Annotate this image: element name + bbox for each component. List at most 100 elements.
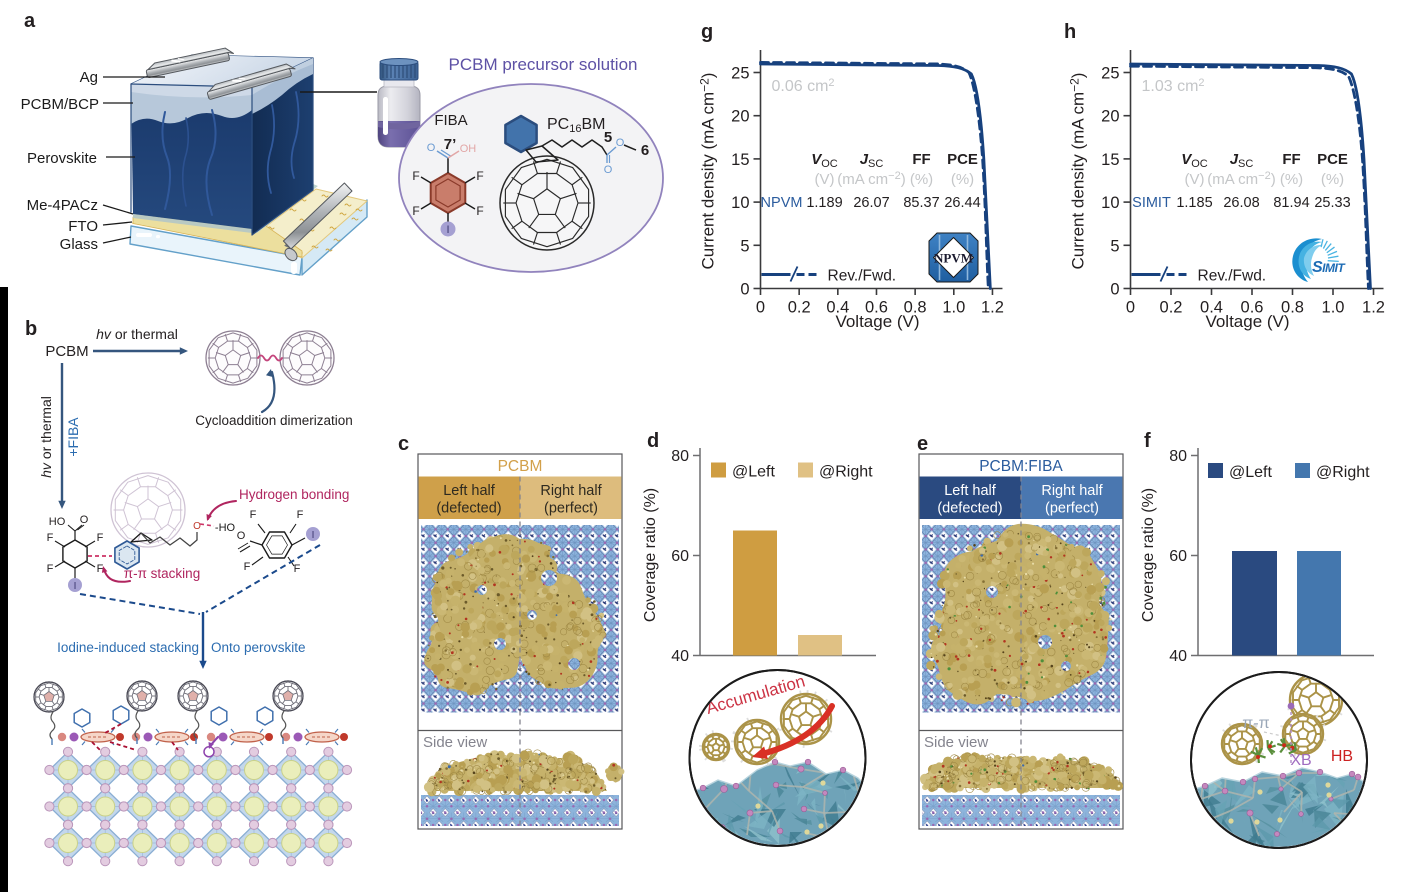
svg-text:Voltage (V): Voltage (V)	[835, 312, 919, 331]
svg-text:Rev./Fwd.: Rev./Fwd.	[828, 268, 897, 285]
svg-text:Hydrogen bonding: Hydrogen bonding	[239, 487, 349, 502]
svg-text:(perfect): (perfect)	[544, 501, 598, 517]
svg-text:0.8: 0.8	[1281, 299, 1304, 317]
svg-text:PCBM: PCBM	[45, 343, 88, 360]
svg-text:F: F	[250, 509, 257, 521]
svg-text:Perovskite: Perovskite	[27, 150, 97, 167]
svg-text:PCBM precursor solution: PCBM precursor solution	[449, 55, 638, 74]
svg-text:HO: HO	[49, 516, 66, 528]
svg-text:F: F	[476, 169, 483, 183]
svg-text:0: 0	[740, 281, 749, 299]
svg-text:25: 25	[1101, 65, 1119, 83]
svg-text:6: 6	[641, 142, 649, 159]
svg-text:60: 60	[671, 548, 689, 565]
svg-text:26.44: 26.44	[944, 195, 980, 211]
svg-text:O: O	[616, 137, 625, 149]
svg-text:JSC: JSC	[1230, 151, 1254, 170]
svg-text:e: e	[917, 433, 928, 455]
svg-text:5: 5	[604, 129, 612, 146]
svg-text:VOC: VOC	[811, 151, 838, 170]
svg-text:0.4: 0.4	[826, 299, 849, 317]
svg-text:Ag: Ag	[80, 69, 98, 86]
svg-text:Glass: Glass	[60, 236, 98, 253]
svg-text:I: I	[312, 530, 315, 541]
svg-text:h: h	[1064, 21, 1076, 43]
svg-text:0.06 cm2: 0.06 cm2	[772, 77, 835, 95]
svg-text:81.94: 81.94	[1273, 195, 1309, 211]
svg-text:Left half: Left half	[443, 483, 496, 499]
svg-text:I: I	[446, 224, 449, 236]
svg-text:O: O	[427, 142, 436, 154]
svg-text:Current density (mA cm−2): Current density (mA cm−2)	[698, 73, 718, 270]
svg-text:XB: XB	[1290, 752, 1311, 769]
svg-text:PC16BM: PC16BM	[547, 116, 605, 135]
svg-text:SIMIT: SIMIT	[1132, 195, 1171, 211]
svg-text:F: F	[412, 204, 419, 218]
svg-text:SIMIT: SIMIT	[1312, 259, 1346, 276]
svg-text:(V): (V)	[815, 171, 835, 188]
svg-text:FF: FF	[912, 151, 930, 168]
svg-text:Current density (mA cm−2): Current density (mA cm−2)	[1068, 73, 1088, 270]
svg-text:1.0: 1.0	[942, 299, 965, 317]
svg-text:hv or thermal: hv or thermal	[96, 326, 178, 342]
svg-text:F: F	[297, 509, 304, 521]
svg-text:F: F	[244, 561, 251, 573]
svg-text:(%): (%)	[910, 171, 933, 188]
svg-text:NPVM: NPVM	[761, 195, 803, 211]
svg-text:I: I	[74, 581, 77, 592]
svg-text:π-π: π-π	[1242, 715, 1269, 732]
svg-text:80: 80	[671, 448, 689, 465]
svg-text:π-π stacking: π-π stacking	[124, 566, 200, 581]
svg-text:@Left: @Left	[1229, 464, 1272, 481]
svg-text:1.2: 1.2	[981, 299, 1004, 317]
svg-text:5: 5	[740, 237, 749, 255]
svg-text:1.03 cm2: 1.03 cm2	[1142, 77, 1205, 95]
svg-text:0.2: 0.2	[788, 299, 811, 317]
svg-text:1.2: 1.2	[1362, 299, 1385, 317]
svg-text:Right half: Right half	[540, 483, 602, 499]
svg-text:PCBM: PCBM	[498, 458, 543, 475]
svg-text:(defected): (defected)	[436, 501, 501, 517]
svg-text:JSC: JSC	[860, 151, 884, 170]
svg-text:FTO: FTO	[68, 218, 98, 235]
svg-text:a: a	[24, 10, 36, 32]
svg-text:HB: HB	[1331, 748, 1353, 765]
svg-text:PCE: PCE	[1317, 151, 1348, 168]
svg-text:Cycloaddition dimerization: Cycloaddition dimerization	[195, 413, 353, 428]
svg-text:F: F	[47, 532, 54, 544]
svg-text:0.6: 0.6	[865, 299, 888, 317]
svg-text:0.4: 0.4	[1200, 299, 1223, 317]
svg-text:1.189: 1.189	[806, 195, 842, 211]
svg-text:(V): (V)	[1185, 171, 1205, 188]
svg-text:(perfect): (perfect)	[1045, 501, 1099, 517]
svg-text:Onto perovskite: Onto perovskite	[211, 640, 306, 655]
svg-text:80: 80	[1169, 448, 1187, 465]
svg-text:10: 10	[731, 194, 749, 212]
svg-text:Side view: Side view	[423, 734, 487, 751]
svg-text:F: F	[47, 563, 54, 575]
svg-text:26.08: 26.08	[1223, 195, 1259, 211]
svg-text:O: O	[604, 164, 613, 176]
svg-text:Side view: Side view	[924, 734, 988, 751]
svg-text:-HO: -HO	[215, 522, 236, 534]
svg-text:Iodine-induced stacking: Iodine-induced stacking	[57, 640, 199, 655]
svg-text:15: 15	[731, 151, 749, 169]
svg-text:VOC: VOC	[1181, 151, 1208, 170]
svg-text:d: d	[647, 430, 659, 452]
svg-text:(%): (%)	[1280, 171, 1303, 188]
svg-text:1.185: 1.185	[1176, 195, 1212, 211]
svg-text:PCE: PCE	[947, 151, 978, 168]
svg-text:hv or thermal: hv or thermal	[38, 396, 54, 478]
svg-text:F: F	[97, 563, 104, 575]
svg-text:(defected): (defected)	[937, 501, 1002, 517]
svg-text:0.8: 0.8	[904, 299, 927, 317]
svg-text:@Left: @Left	[732, 464, 775, 481]
svg-text:F: F	[476, 204, 483, 218]
svg-text:60: 60	[1169, 548, 1187, 565]
svg-text:+FIBA: +FIBA	[65, 417, 81, 457]
svg-text:0: 0	[756, 299, 765, 317]
svg-text:F: F	[412, 169, 419, 183]
svg-text:0: 0	[1126, 299, 1135, 317]
svg-text:7’: 7’	[444, 136, 457, 153]
svg-text:Left half: Left half	[944, 483, 997, 499]
